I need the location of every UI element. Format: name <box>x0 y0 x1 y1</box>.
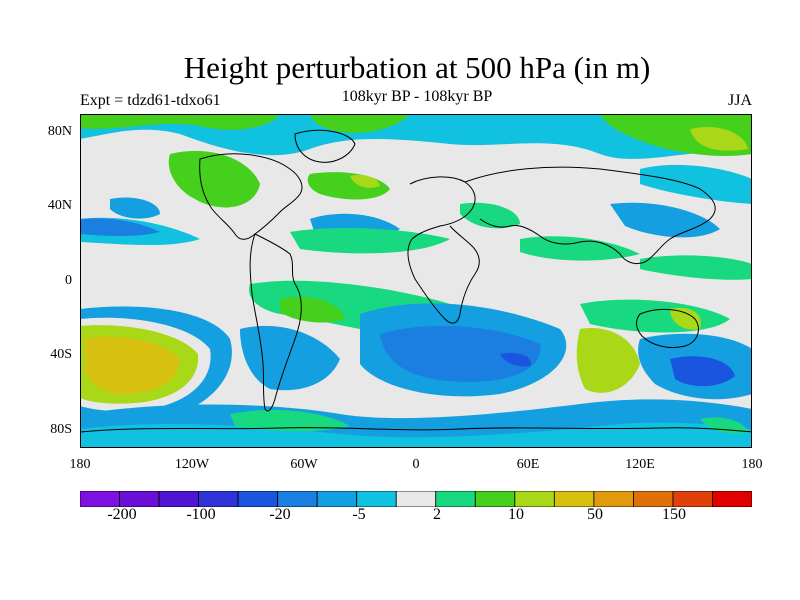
coastlines <box>80 129 752 433</box>
lon-label-180e: 180 <box>741 457 763 472</box>
colorbar-label: -200 <box>107 506 137 523</box>
colorbar-label: -20 <box>269 506 291 523</box>
colorbar-box <box>119 491 160 507</box>
colorbar-box <box>356 491 397 507</box>
colorbar-label: 10 <box>508 506 524 523</box>
colorbar-box <box>237 491 279 507</box>
height-perturbation-map <box>80 114 752 448</box>
lat-label-0: 0 <box>65 273 72 288</box>
lat-label-80s: 80S <box>50 422 72 437</box>
subtitle: 108kyr BP - 108kyr BP <box>341 88 493 105</box>
colorbar-box <box>395 491 437 507</box>
colorbar-label: 2 <box>433 506 441 523</box>
colorbar-box <box>593 491 634 507</box>
lon-label-60e: 60E <box>516 457 540 472</box>
colorbar-box <box>712 491 752 507</box>
season-label: JJA <box>727 92 752 109</box>
colorbar-box <box>198 491 239 507</box>
lon-label-60w: 60W <box>290 457 318 472</box>
experiment-label: Expt = tdzd61-tdxo61 <box>80 92 221 109</box>
colorbar-label: 150 <box>662 506 686 523</box>
colorbar-box <box>514 491 555 507</box>
colorbar-box <box>316 491 358 507</box>
lon-label-180w: 180 <box>69 457 91 472</box>
colorbar-box <box>435 491 476 507</box>
contour-fields <box>80 114 752 448</box>
colorbar-box <box>553 491 595 507</box>
colorbar <box>80 491 752 507</box>
lat-label-40s: 40S <box>50 347 72 362</box>
colorbar-label: -100 <box>186 506 216 523</box>
colorbar-box <box>158 491 199 507</box>
colorbar-box <box>80 491 120 507</box>
lon-label-120e: 120E <box>625 457 655 472</box>
lon-label-120w: 120W <box>174 457 210 472</box>
colorbar-box <box>633 491 674 507</box>
lat-label-80n: 80N <box>47 124 72 139</box>
colorbar-box <box>672 491 713 507</box>
lon-label-0: 0 <box>412 457 420 472</box>
map-frame <box>80 114 752 448</box>
colorbar-box <box>277 491 318 507</box>
colorbar-box <box>474 491 516 507</box>
colorbar-label: -5 <box>352 506 366 523</box>
colorbar-label: 50 <box>587 506 603 523</box>
lat-label-40n: 40N <box>47 198 72 213</box>
page-title: Height perturbation at 500 hPa (in m) <box>183 50 651 85</box>
